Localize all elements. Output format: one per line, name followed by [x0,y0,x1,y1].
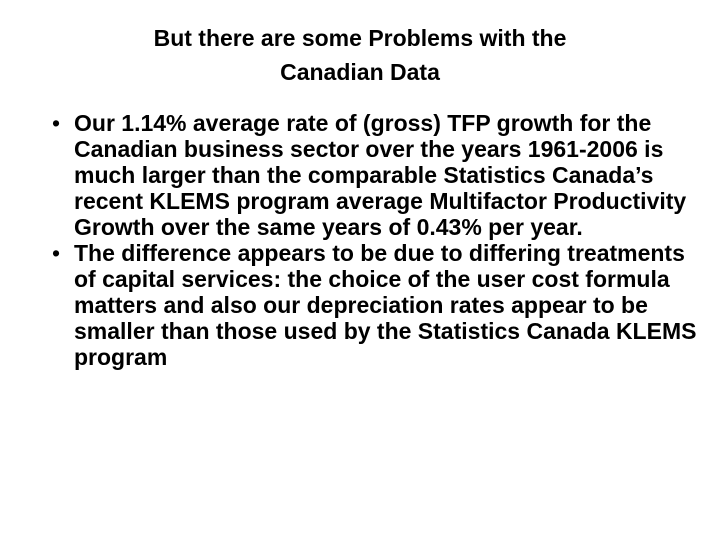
bullet-marker: • [52,240,61,266]
bullet-list: • Our 1.14% average rate of (gross) TFP … [52,110,702,370]
bullet-text-tfp-growth: Our 1.14% average rate of (gross) TFP gr… [74,110,687,240]
bullet-marker: • [52,110,61,136]
bullet-item-tfp-growth: • Our 1.14% average rate of (gross) TFP … [52,110,702,240]
slide-title-line-1: But there are some Problems with the [153,25,567,51]
slide-title-line-2: Canadian Data [280,59,440,85]
bullet-item-capital-services: • The difference appears to be due to di… [52,240,702,370]
slide-title: But there are some Problems with the Can… [40,21,680,89]
bullet-text-capital-services: The difference appears to be due to diff… [74,240,697,370]
